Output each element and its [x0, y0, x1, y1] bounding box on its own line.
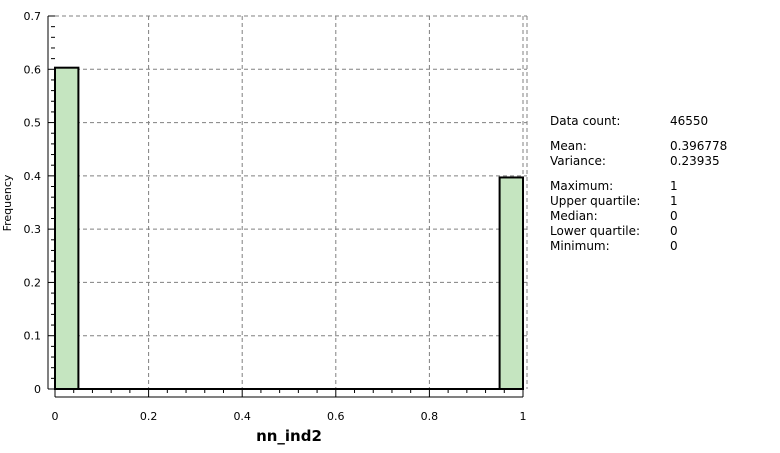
- bars-layer: [54, 66, 525, 391]
- stat-label: Mean:: [550, 139, 587, 153]
- x-tick-label: 0.2: [140, 410, 158, 423]
- x-tick-label: 0.6: [327, 410, 345, 423]
- stat-value: 1: [670, 194, 678, 208]
- x-tick-label: 0: [52, 410, 59, 423]
- stat-label: Data count:: [550, 114, 621, 128]
- stat-label: Minimum:: [550, 239, 610, 253]
- grid-layer: [55, 15, 528, 389]
- stat-label: Variance:: [550, 154, 606, 168]
- y-tick-label: 0.5: [24, 117, 42, 130]
- stat-value: 0.23935: [670, 154, 720, 168]
- axes-layer: [47, 15, 524, 398]
- stat-value: 0: [670, 224, 678, 238]
- y-tick-label: 0.3: [24, 223, 42, 236]
- x-tick-label: 0.8: [421, 410, 439, 423]
- stat-value: 1: [670, 179, 678, 193]
- stat-value: 0.396778: [670, 139, 728, 153]
- stat-value: 0: [670, 209, 678, 223]
- stat-label: Maximum:: [550, 179, 614, 193]
- x-axis-title: nn_ind2: [256, 427, 322, 445]
- labels-layer: 0 0.1 0.2 0.3 0.4 0.5 0.6 0.7 0 0.2 0.4 0.6 0.8 1: [24, 10, 527, 423]
- y-tick-label: 0.4: [24, 170, 42, 183]
- histogram-bar: [498, 176, 525, 390]
- y-tick-label: 0.6: [24, 63, 42, 76]
- histogram-bar: [54, 66, 80, 391]
- x-tick-label: 1: [520, 410, 527, 423]
- y-tick-label: 0.1: [24, 330, 42, 343]
- y-tick-label: 0.7: [24, 10, 42, 23]
- y-tick-label: 0.2: [24, 276, 42, 289]
- y-tick-label: 0: [34, 383, 41, 396]
- x-tick-label: 0.4: [233, 410, 251, 423]
- stat-label: Median:: [550, 209, 598, 223]
- stat-value: 0: [670, 239, 678, 253]
- y-axis-title: Frequency: [1, 174, 14, 231]
- stat-value: 46550: [670, 114, 709, 128]
- stat-label: Lower quartile:: [550, 224, 641, 238]
- stat-label: Upper quartile:: [550, 194, 641, 208]
